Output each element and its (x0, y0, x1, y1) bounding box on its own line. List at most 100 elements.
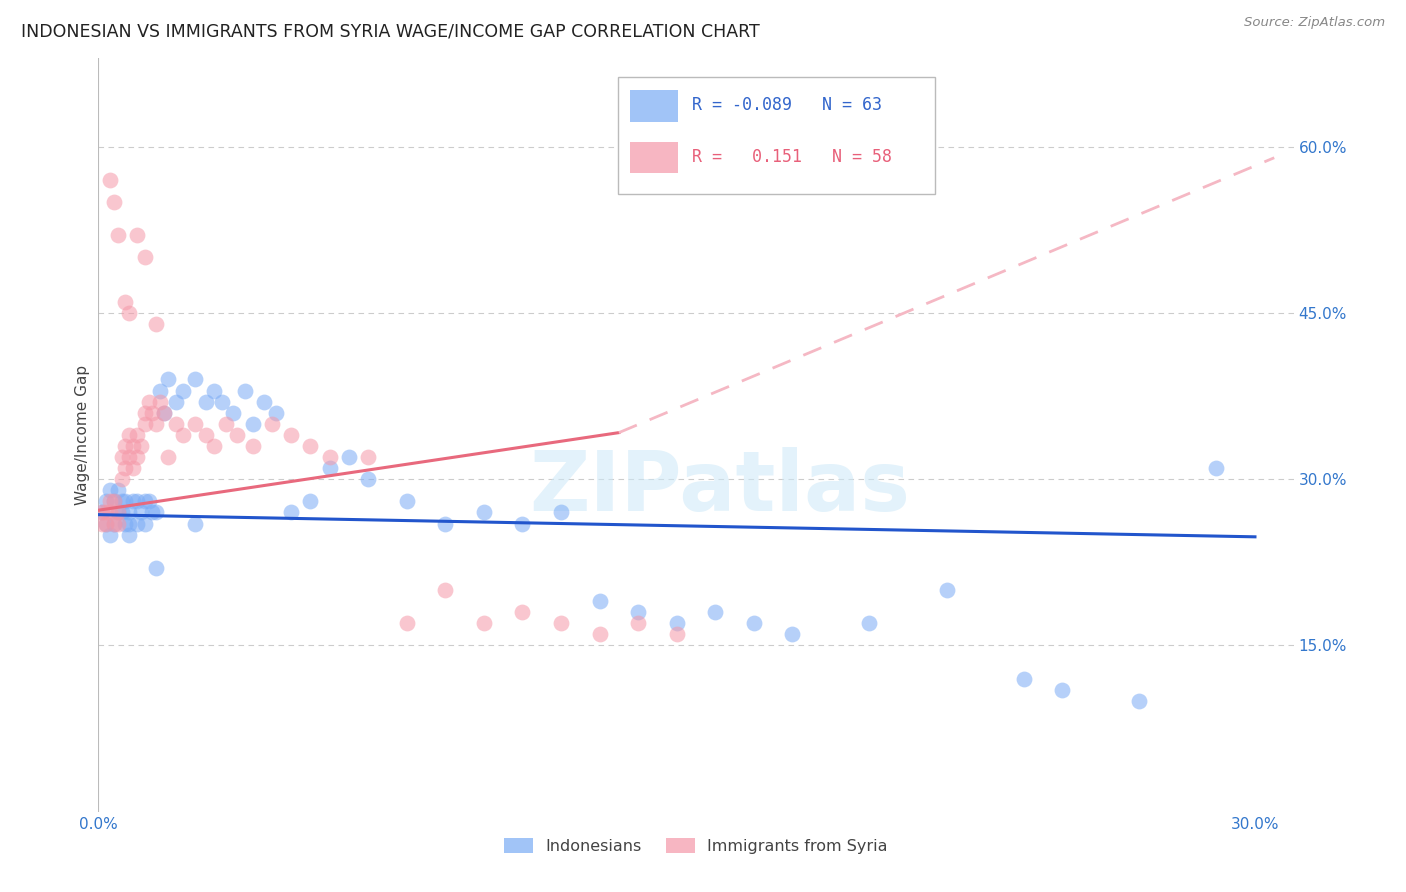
Point (118, 527, 141, 541)
Point (103, 494, 125, 508)
Point (319, 450, 342, 464)
Point (122, 494, 145, 508)
Point (98, 483, 121, 498)
Point (103, 516, 125, 531)
Point (665, 616, 688, 631)
FancyBboxPatch shape (619, 77, 935, 194)
Point (472, 616, 495, 631)
Point (280, 505, 302, 519)
Point (782, 627, 804, 641)
Point (202, 384, 225, 398)
Point (129, 505, 152, 519)
Point (512, 516, 534, 531)
Point (118, 427, 141, 442)
Point (125, 494, 148, 508)
Text: INDONESIAN VS IMMIGRANTS FROM SYRIA WAGE/INCOME GAP CORRELATION CHART: INDONESIAN VS IMMIGRANTS FROM SYRIA WAGE… (21, 22, 759, 40)
Point (165, 394, 187, 409)
Point (103, 494, 125, 508)
Point (110, 450, 132, 464)
Point (588, 594, 610, 608)
Point (434, 516, 457, 531)
Point (627, 605, 650, 619)
Point (704, 605, 727, 619)
Point (195, 427, 218, 442)
Point (122, 461, 145, 475)
Point (202, 439, 225, 453)
Point (114, 294, 136, 309)
Point (156, 450, 179, 464)
Text: R =   0.151   N = 58: R = 0.151 N = 58 (692, 148, 893, 166)
Point (134, 516, 156, 531)
Point (114, 494, 136, 508)
Point (145, 417, 167, 431)
Y-axis label: Wage/Income Gap: Wage/Income Gap (75, 365, 90, 505)
Point (319, 461, 342, 475)
Point (165, 417, 187, 431)
Point (280, 427, 302, 442)
Text: Source: ZipAtlas.com: Source: ZipAtlas.com (1244, 16, 1385, 29)
Point (253, 394, 276, 409)
Point (1128, 694, 1150, 708)
Point (434, 582, 457, 597)
Point (742, 616, 765, 631)
Point (107, 505, 129, 519)
FancyBboxPatch shape (630, 142, 678, 173)
Point (98, 173, 121, 187)
Point (588, 627, 610, 641)
Point (107, 483, 129, 498)
Point (98, 505, 121, 519)
Point (357, 472, 380, 486)
Point (138, 394, 160, 409)
Point (172, 427, 194, 442)
Point (138, 494, 160, 508)
Point (299, 439, 322, 453)
Point (125, 228, 148, 243)
Point (1050, 682, 1073, 697)
Point (357, 450, 380, 464)
Point (195, 394, 218, 409)
Point (184, 372, 207, 386)
Point (122, 439, 145, 453)
Point (94, 516, 117, 531)
Point (94, 494, 117, 508)
Point (110, 505, 132, 519)
Point (110, 472, 132, 486)
Point (134, 406, 156, 420)
Point (125, 516, 148, 531)
Point (299, 494, 322, 508)
Point (103, 195, 125, 210)
Point (472, 505, 495, 519)
Point (145, 505, 167, 519)
Point (156, 372, 179, 386)
Point (665, 627, 688, 641)
Point (184, 516, 207, 531)
Point (550, 505, 572, 519)
Point (118, 306, 141, 320)
Point (110, 494, 132, 508)
Point (141, 505, 163, 519)
Text: R = -0.089   N = 63: R = -0.089 N = 63 (692, 96, 883, 114)
FancyBboxPatch shape (630, 90, 678, 122)
Point (145, 561, 167, 575)
Point (114, 516, 136, 531)
Point (91, 516, 114, 531)
Point (118, 505, 141, 519)
Point (395, 494, 418, 508)
Point (242, 439, 264, 453)
Point (125, 450, 148, 464)
Point (145, 317, 167, 331)
Point (98, 527, 121, 541)
Point (153, 406, 176, 420)
Point (107, 228, 129, 243)
Point (91, 505, 114, 519)
Point (226, 427, 249, 442)
Point (94, 505, 117, 519)
Point (134, 417, 156, 431)
Point (184, 417, 207, 431)
Point (114, 461, 136, 475)
Point (233, 384, 256, 398)
Point (214, 417, 236, 431)
Point (149, 394, 172, 409)
Point (149, 384, 172, 398)
Point (222, 406, 245, 420)
